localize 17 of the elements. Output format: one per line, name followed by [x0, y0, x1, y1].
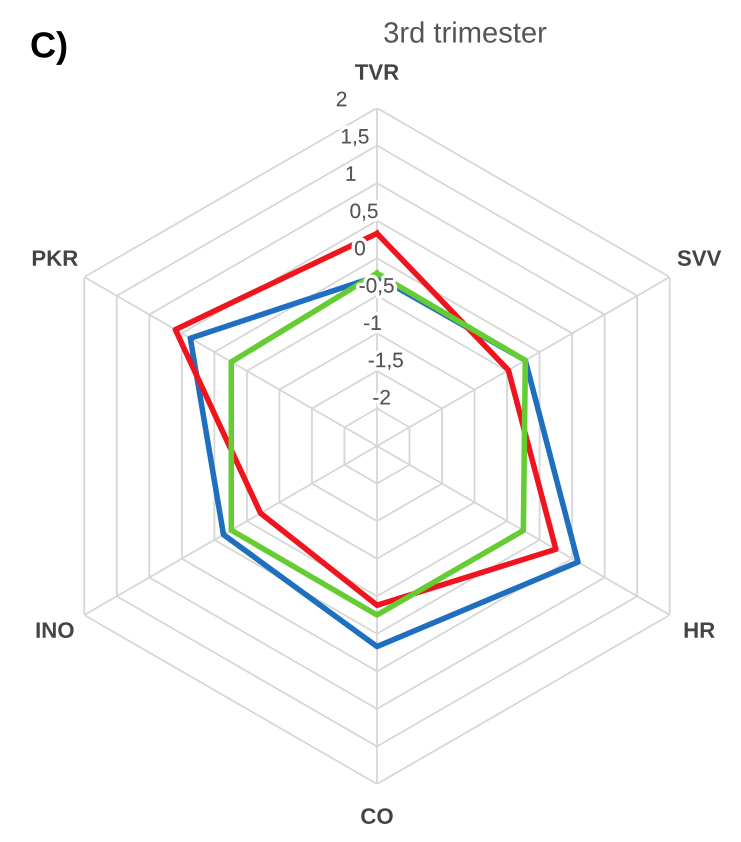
spoke-label: CO	[361, 808, 393, 824]
y-tick-label: -1,5	[368, 352, 403, 370]
text: C)	[31, 31, 66, 65]
y-tick-label: 2	[336, 92, 346, 106]
y-tick-label: 0	[354, 240, 365, 256]
spoke-label: HR	[684, 622, 715, 638]
y-tick-label: -2	[373, 390, 390, 404]
y-tick-label: -0,5	[360, 278, 394, 296]
y-tick-label: -1	[364, 316, 381, 330]
chart-title: 3rd trimester	[384, 21, 546, 43]
spoke-label: INO	[36, 622, 74, 638]
spoke-label: PKR	[32, 250, 78, 266]
y-tick-label: 1	[346, 166, 356, 181]
spoke-label: TVR	[355, 64, 399, 80]
y-tick-label: 0,5	[350, 203, 378, 221]
spoke-label: SVV	[678, 250, 722, 266]
y-tick-label: 1,5	[342, 129, 368, 146]
